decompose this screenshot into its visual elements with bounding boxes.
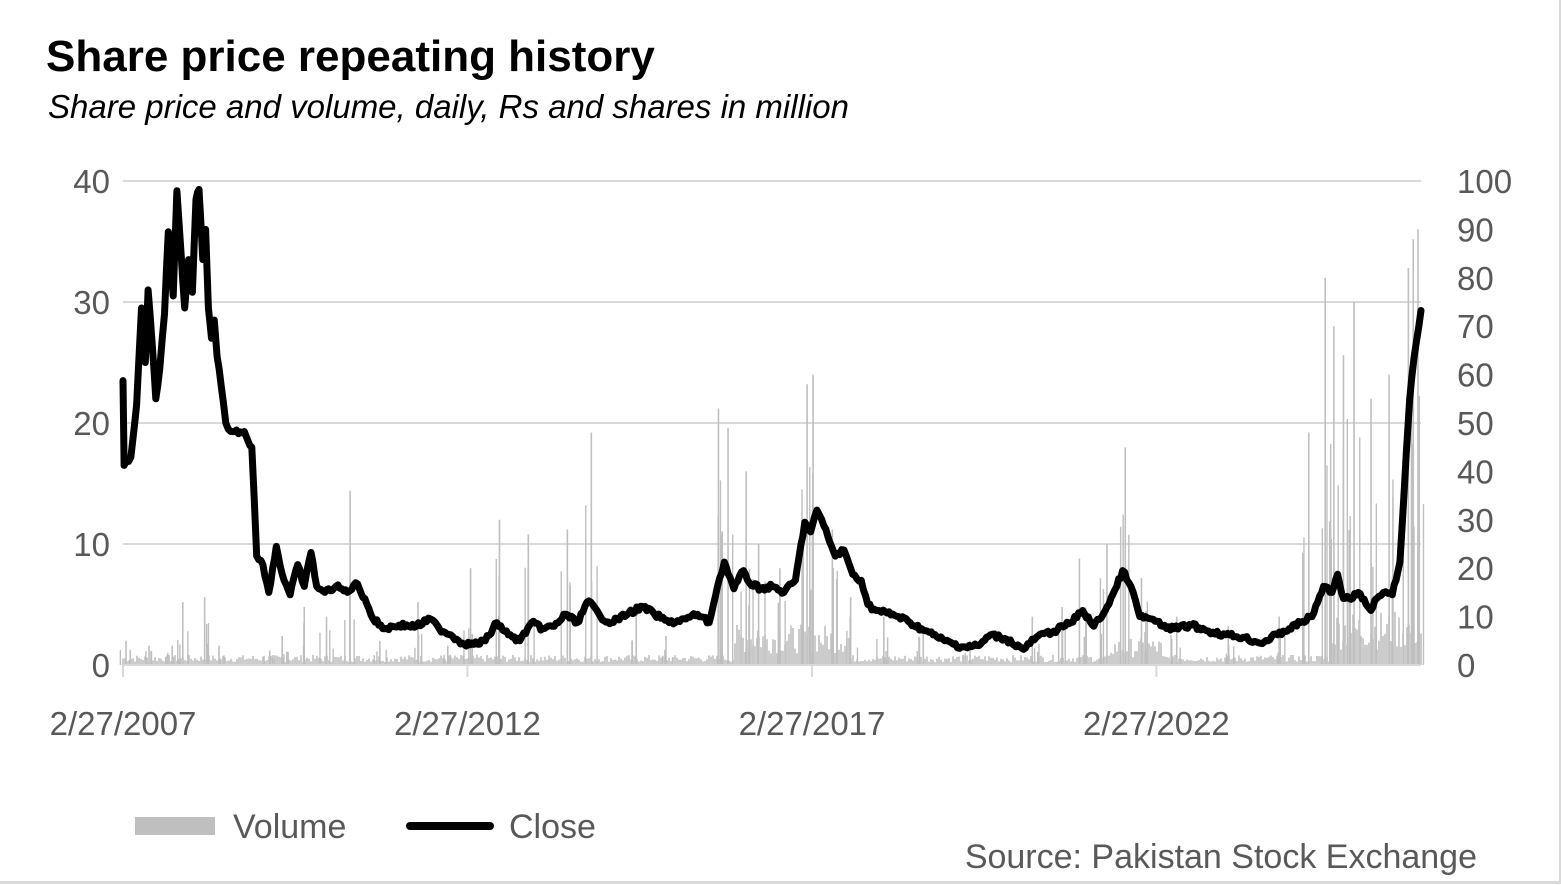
y-left-tick-label: 30: [73, 284, 110, 321]
y-right-tick-label: 100: [1457, 163, 1512, 200]
y-left-tick-label: 0: [92, 647, 110, 684]
legend-close-label: Close: [509, 808, 596, 846]
legend: Volume Close: [135, 808, 596, 846]
legend-volume-swatch: [135, 817, 215, 835]
volume-series: [119, 229, 1425, 665]
axes: 0 10 20 30 40 0 10 20 30 40 50 60 70 80 90 100 2/27/2007…: [50, 163, 1512, 742]
x-tick-label: 2/27/2007: [50, 705, 197, 742]
y-right-tick-label: 50: [1457, 405, 1494, 442]
y-left-tick-label: 40: [73, 163, 110, 200]
y-right-tick-label: 40: [1457, 453, 1494, 490]
y-right-tick-label: 10: [1457, 599, 1494, 636]
y-right-tick-label: 30: [1457, 502, 1494, 539]
x-tick-label: 2/27/2012: [394, 705, 541, 742]
gridlines: [123, 180, 1421, 545]
x-tick-label: 2/27/2022: [1083, 705, 1230, 742]
y-right-tick-label: 20: [1457, 550, 1494, 587]
y-left-tick-label: 20: [73, 405, 110, 442]
y-left-tick-label: 10: [73, 526, 110, 563]
close-line: [119, 186, 1425, 653]
y-right-tick-label: 0: [1457, 647, 1475, 684]
y-right-tick-label: 90: [1457, 211, 1494, 248]
y-right-tick-label: 60: [1457, 357, 1494, 394]
x-tick-label: 2/27/2017: [739, 705, 886, 742]
chart-title: Share price repeating history: [46, 32, 655, 81]
y-right-tick-label: 80: [1457, 260, 1494, 297]
chart-subtitle: Share price and volume, daily, Rs and sh…: [48, 88, 849, 125]
source-note: Source: Pakistan Stock Exchange: [964, 838, 1477, 876]
y-right-tick-label: 70: [1457, 308, 1494, 345]
close-series: [119, 186, 1425, 653]
legend-volume-label: Volume: [233, 808, 346, 846]
